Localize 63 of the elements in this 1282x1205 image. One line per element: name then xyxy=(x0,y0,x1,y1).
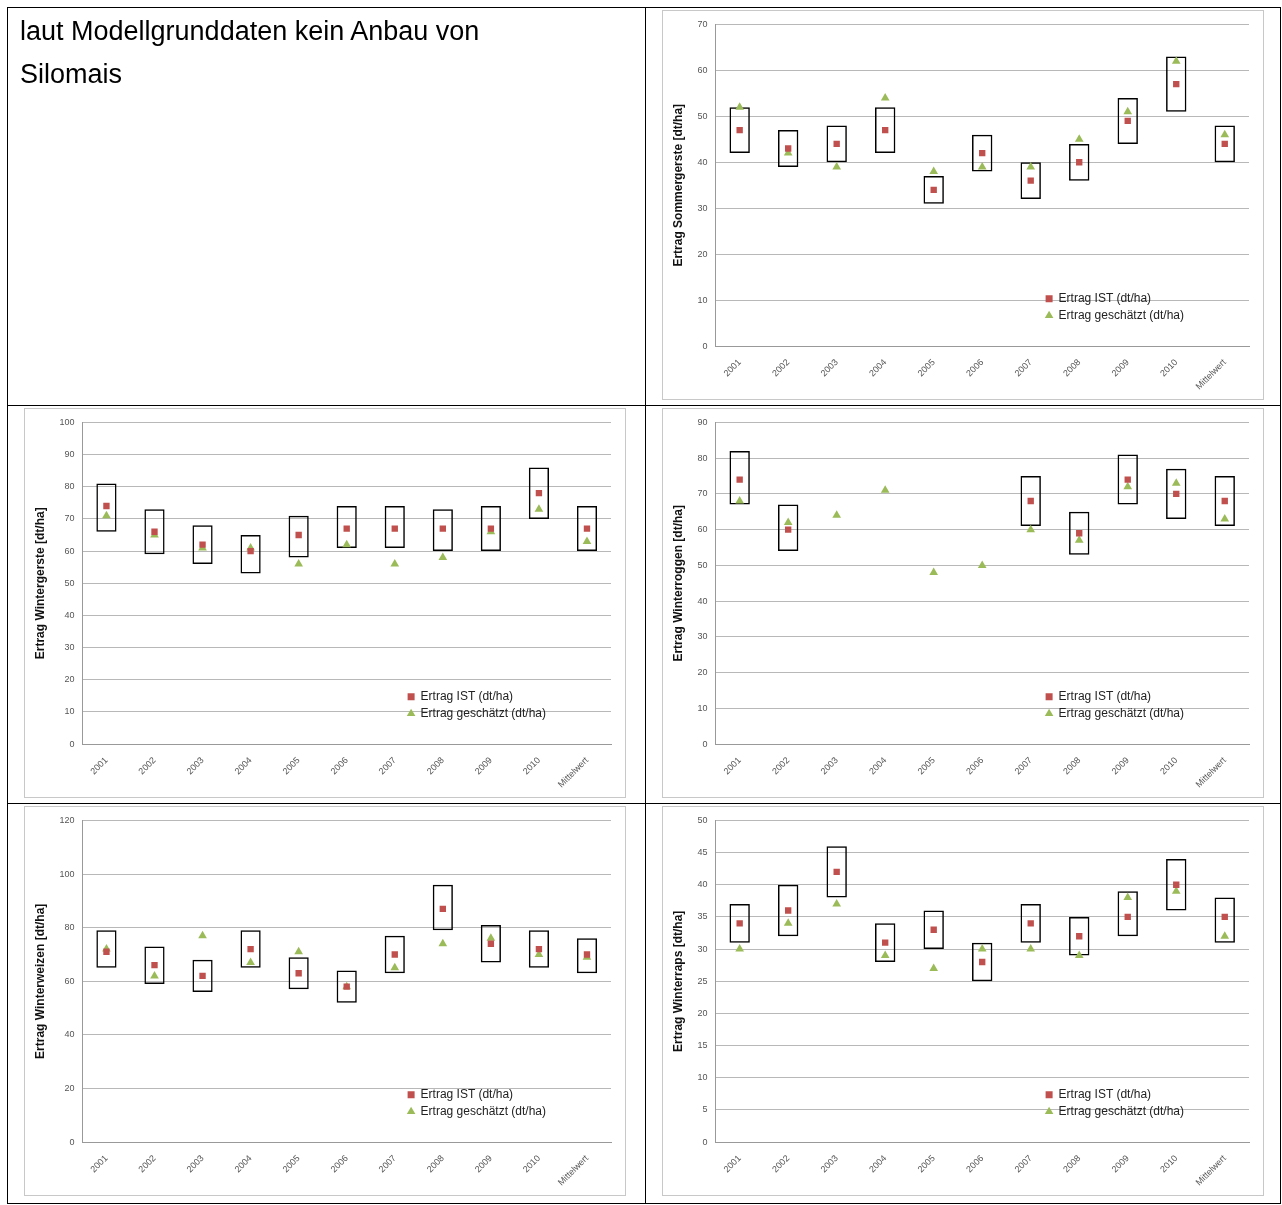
y-tick-label: 40 xyxy=(64,1029,75,1040)
y-tick-label: 40 xyxy=(697,595,708,606)
y-tick-label: 100 xyxy=(59,868,75,879)
legend-label: Ertrag geschätzt (dt/ha) xyxy=(1058,307,1184,322)
y-tick-label: 60 xyxy=(64,545,75,556)
y-tick-label: 10 xyxy=(697,1072,708,1083)
y-tick-label: 30 xyxy=(64,642,75,653)
y-tick-label: 20 xyxy=(64,1083,75,1093)
y-tick-label: 0 xyxy=(69,1136,75,1147)
y-axis-title: Ertrag Winterweizen [dt/ha] xyxy=(32,903,47,1059)
y-tick-label: 70 xyxy=(64,513,75,524)
y-tick-label: 10 xyxy=(64,706,75,717)
y-tick-label: 20 xyxy=(697,667,708,678)
y-tick-label: 80 xyxy=(64,481,75,492)
y-axis-title: Ertrag Winterraps [dt/ha] xyxy=(670,910,685,1052)
y-tick-label: 30 xyxy=(697,631,708,642)
legend-label: Ertrag IST (dt/ha) xyxy=(420,688,514,703)
y-tick-label: 90 xyxy=(697,416,708,427)
y-axis-title: Ertrag Wintergerste [dt/ha] xyxy=(32,507,47,660)
y-tick-label: 0 xyxy=(702,340,708,351)
y-tick-label: 30 xyxy=(697,943,708,954)
legend-label: Ertrag IST (dt/ha) xyxy=(1058,688,1152,703)
y-tick-label: 0 xyxy=(702,738,708,749)
legend-label: Ertrag geschätzt (dt/ha) xyxy=(1058,705,1184,720)
y-tick-label: 35 xyxy=(697,911,708,922)
y-tick-label: 50 xyxy=(697,110,708,121)
y-tick-label: 40 xyxy=(64,609,75,620)
legend-label: Ertrag IST (dt/ha) xyxy=(1058,290,1152,305)
y-tick-label: 120 xyxy=(59,814,75,825)
y-axis-title: Ertrag Winterroggen [dt/ha] xyxy=(670,504,685,662)
y-axis-title: Ertrag Sommergerste [dt/ha] xyxy=(670,103,685,267)
y-tick-label: 10 xyxy=(697,294,708,305)
y-tick-label: 50 xyxy=(697,559,708,570)
y-tick-label: 70 xyxy=(697,18,708,29)
y-tick-label: 100 xyxy=(59,416,75,427)
y-tick-label: 20 xyxy=(64,674,75,685)
legend-label: Ertrag geschätzt (dt/ha) xyxy=(420,1103,546,1118)
y-tick-label: 25 xyxy=(697,975,708,986)
y-tick-label: 70 xyxy=(697,488,708,499)
y-tick-label: 45 xyxy=(697,847,708,858)
legend-label: Ertrag geschätzt (dt/ha) xyxy=(420,705,546,720)
y-tick-label: 0 xyxy=(69,738,75,749)
legend-label: Ertrag IST (dt/ha) xyxy=(1058,1086,1152,1101)
y-tick-label: 80 xyxy=(697,452,708,463)
y-tick-label: 90 xyxy=(64,449,75,460)
y-tick-label: 60 xyxy=(64,975,75,986)
y-tick-label: 40 xyxy=(697,156,708,167)
y-tick-label: 60 xyxy=(697,64,708,75)
y-tick-label: 20 xyxy=(697,1007,708,1018)
y-tick-label: 10 xyxy=(697,702,708,713)
y-tick-label: 20 xyxy=(697,248,708,259)
y-tick-label: 15 xyxy=(697,1040,708,1051)
y-tick-label: 5 xyxy=(702,1104,708,1115)
y-tick-label: 30 xyxy=(697,202,708,213)
y-tick-label: 40 xyxy=(697,879,708,890)
y-tick-label: 80 xyxy=(64,922,75,933)
y-tick-label: 0 xyxy=(702,1136,708,1147)
y-tick-label: 60 xyxy=(697,524,708,535)
y-tick-label: 50 xyxy=(64,577,75,588)
legend-label: Ertrag geschätzt (dt/ha) xyxy=(1058,1103,1184,1118)
legend-label: Ertrag IST (dt/ha) xyxy=(420,1086,514,1101)
text: laut Modellgrunddaten kein Anbau von Silomais xyxy=(19,15,481,91)
y-tick-label: 50 xyxy=(697,814,708,825)
